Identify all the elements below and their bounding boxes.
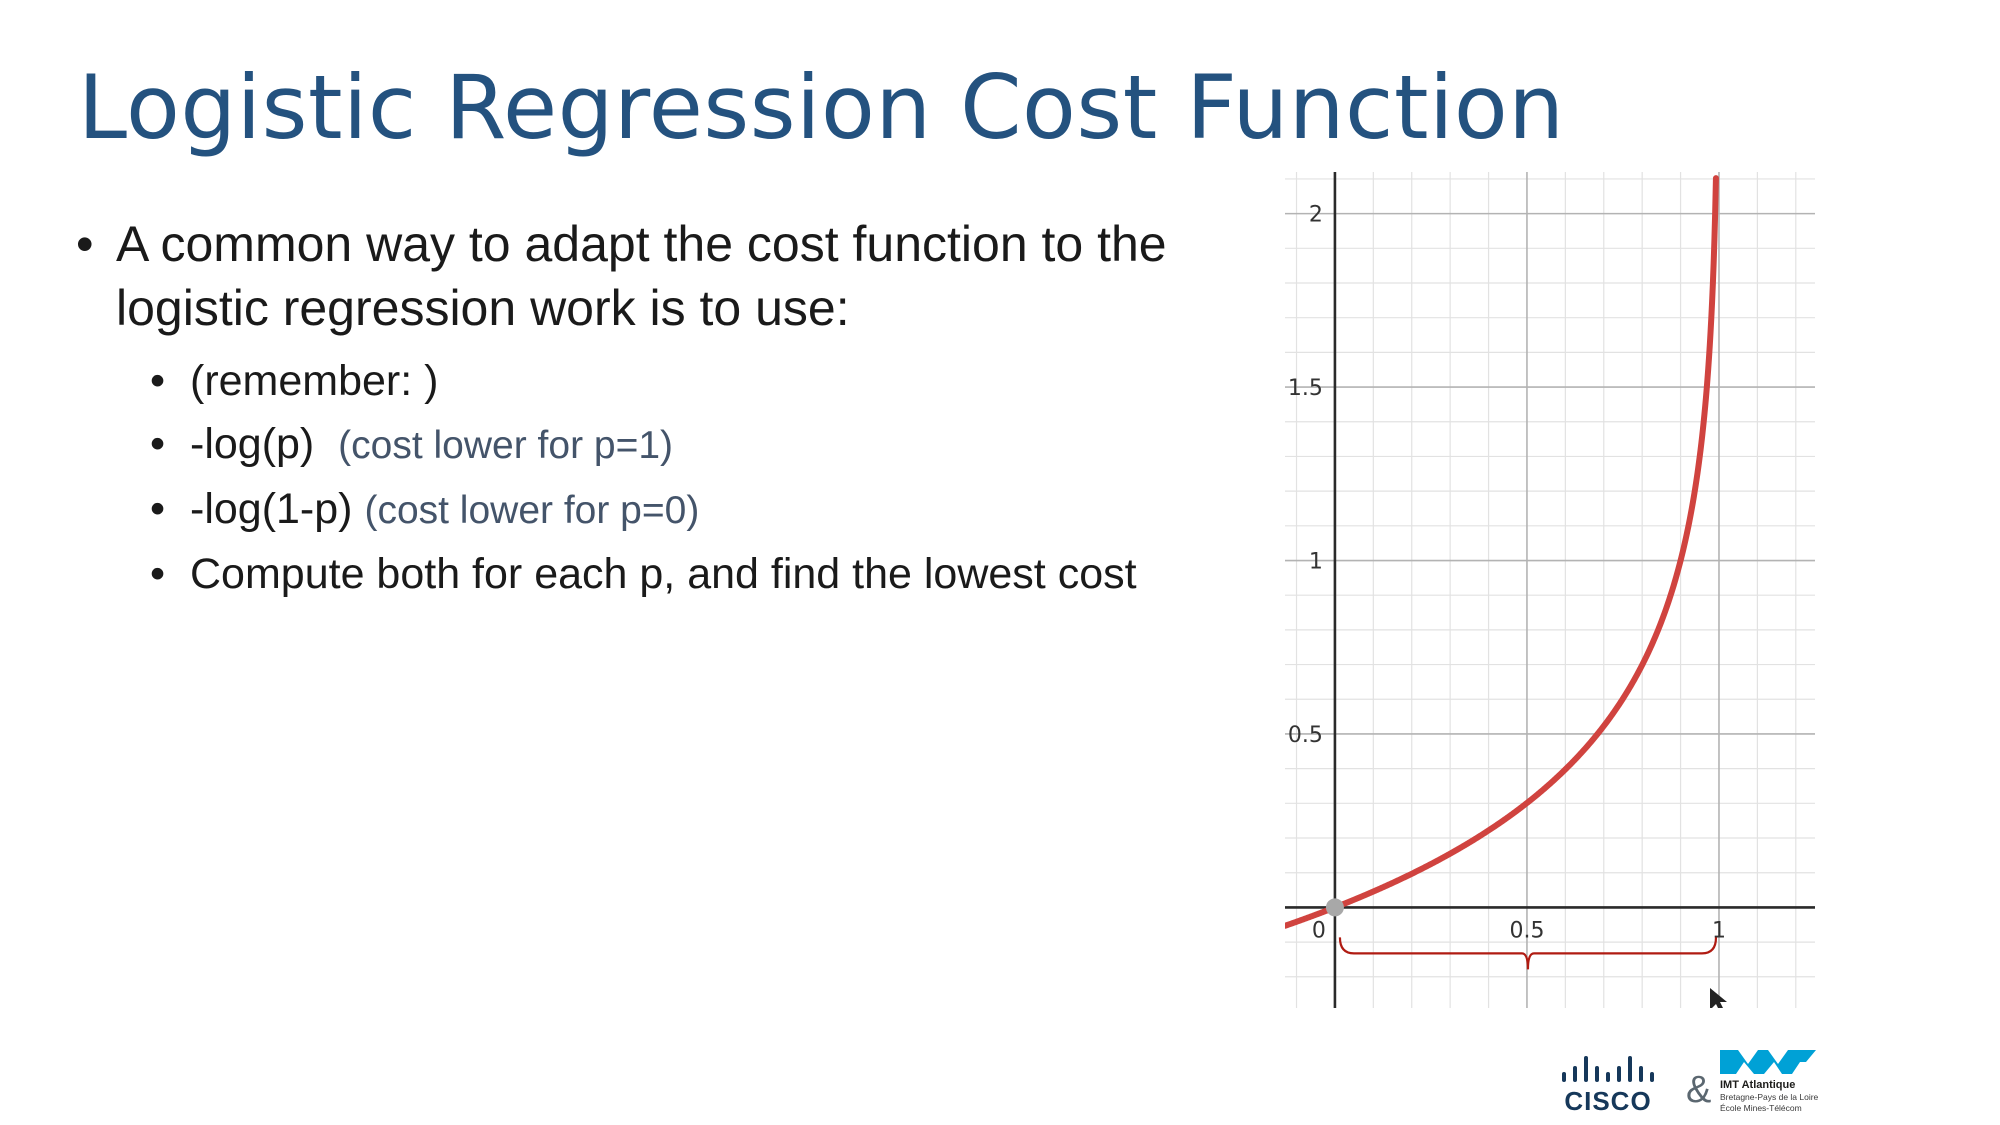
cursor-icon (1710, 988, 1727, 1008)
y-tick-label: 2 (1309, 203, 1323, 228)
bullet-dot: • (150, 485, 166, 533)
sub-bullet-note: (cost lower for p=1) (338, 424, 674, 467)
cisco-wordmark: CISCO (1564, 1086, 1651, 1116)
slide-title: Logistic Regression Cost Function (78, 56, 1565, 159)
sub-bullet-compute: • Compute both for each p, and find the … (76, 545, 1256, 603)
y-tick-label: 1 (1309, 550, 1323, 575)
sub-bullet-log-1-p: • -log(1-p) (cost lower for p=0) (76, 480, 1256, 540)
x-tick-label: 0 (1312, 918, 1326, 943)
bullet-main: • A common way to adapt the cost functio… (76, 212, 1246, 340)
range-brace (1338, 937, 1718, 970)
cisco-logo: CISCO (1562, 1056, 1654, 1116)
bullet-dot: • (150, 357, 166, 405)
sub-bullet-note: (cost lower for p=0) (364, 489, 700, 532)
imt-line2: École Mines-Télécom (1720, 1103, 1802, 1113)
logo-area: CISCO & IMT Atlantique Bretagne-Pays de … (1560, 1050, 1940, 1120)
bullet-dot: • (76, 216, 94, 272)
imt-line1: Bretagne-Pays de la Loire (1720, 1092, 1819, 1102)
x-tick-label: 0.5 (1509, 918, 1544, 943)
sub-bullet-remember: • (remember: ) (76, 352, 1256, 410)
cost-chart: 0 0.5 1 0.5 1 1.5 2 (1285, 172, 1815, 1008)
bullet-list: • A common way to adapt the cost functio… (76, 212, 1256, 603)
ampersand: & (1686, 1069, 1711, 1111)
sub-bullet-text: (remember: ) (190, 357, 439, 405)
imt-logo: IMT Atlantique Bretagne-Pays de la Loire… (1720, 1050, 1819, 1113)
sub-bullet-text: Compute both for each p, and find the lo… (190, 550, 1137, 598)
y-tick-label: 1.5 (1288, 376, 1323, 401)
sub-bullet-text: -log(p) (190, 420, 315, 468)
origin-point (1325, 898, 1344, 917)
imt-name: IMT Atlantique (1720, 1079, 1795, 1091)
sub-bullet-log-p: • -log(p) (cost lower for p=1) (76, 415, 1256, 475)
bullet-main-text: A common way to adapt the cost function … (116, 216, 1167, 336)
x-tick-label: 1 (1712, 918, 1726, 943)
bullet-dot: • (150, 550, 166, 598)
sub-bullet-text: -log(1-p) (190, 485, 353, 533)
cost-curve (1285, 175, 1719, 929)
y-tick-label: 0.5 (1288, 723, 1323, 748)
bullet-dot: • (150, 420, 166, 468)
